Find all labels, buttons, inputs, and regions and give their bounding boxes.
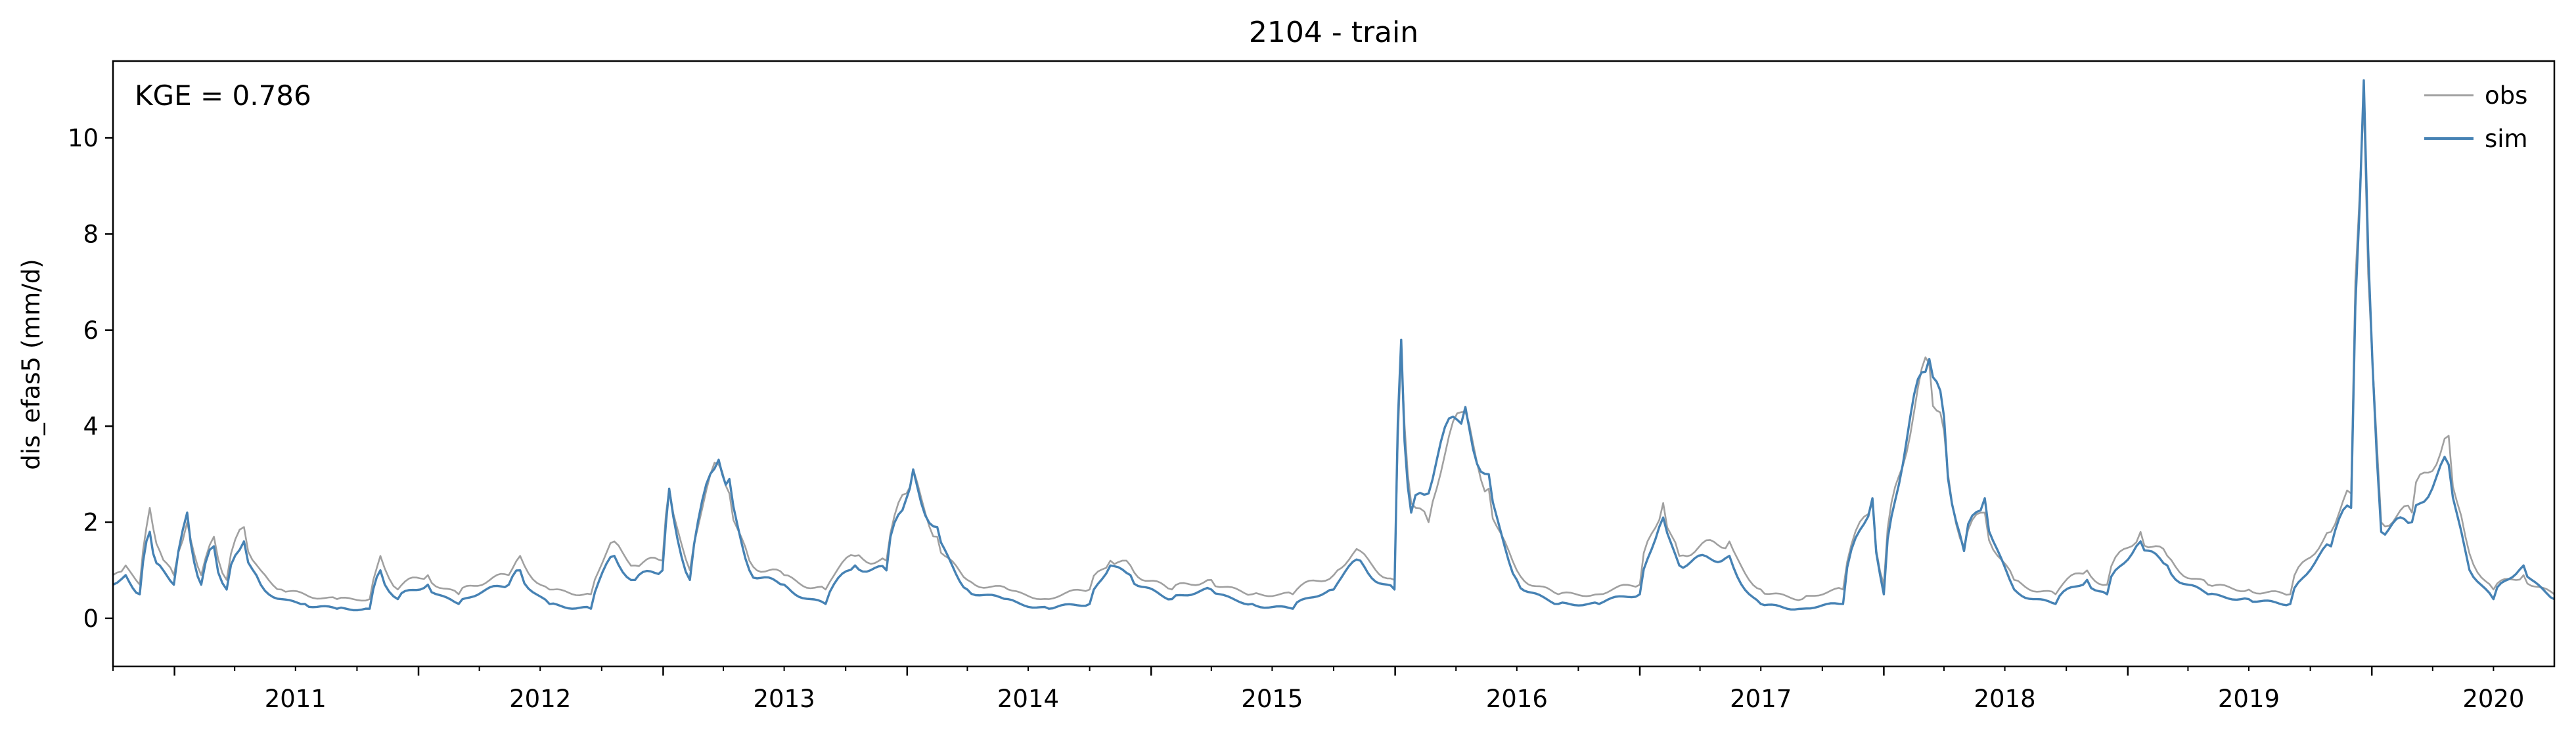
y-tick-label: 6 — [83, 316, 99, 345]
y-tick-label: 4 — [83, 412, 99, 441]
x-tick-label: 2017 — [1730, 685, 1792, 713]
y-axis-label: dis_efas5 (mm/d) — [17, 259, 45, 470]
x-tick-label: 2015 — [1241, 685, 1303, 713]
series-line-obs — [112, 98, 2555, 602]
y-tick-label: 2 — [83, 508, 99, 536]
series-layer — [112, 79, 2555, 612]
y-tick-label: 8 — [83, 220, 99, 248]
legend-label-obs: obs — [2485, 81, 2527, 110]
y-tick-label: 10 — [68, 124, 99, 152]
chart-title: 2104 - train — [1249, 16, 1418, 49]
x-tick-label: 2011 — [265, 685, 327, 713]
x-tick-label: 2019 — [2218, 685, 2280, 713]
y-axis: 0 2 4 6 8 10 — [68, 124, 113, 633]
kge-annotation: KGE = 0.786 — [135, 79, 311, 112]
series-line-sim — [112, 79, 2555, 612]
x-tick-label: 2014 — [997, 685, 1059, 713]
legend-label-sim: sim — [2485, 125, 2528, 153]
x-tick-label: 2016 — [1486, 685, 1548, 713]
x-axis: 2011 2012 2013 2014 2015 2016 2017 2018 2019 2020 — [112, 666, 2524, 713]
legend: obs sim — [2424, 81, 2528, 153]
y-tick-label: 0 — [83, 605, 99, 633]
x-tick-label: 2020 — [2462, 685, 2524, 713]
x-tick-label: 2013 — [754, 685, 815, 713]
x-tick-label: 2018 — [1974, 685, 2036, 713]
x-tick-label: 2012 — [509, 685, 571, 713]
